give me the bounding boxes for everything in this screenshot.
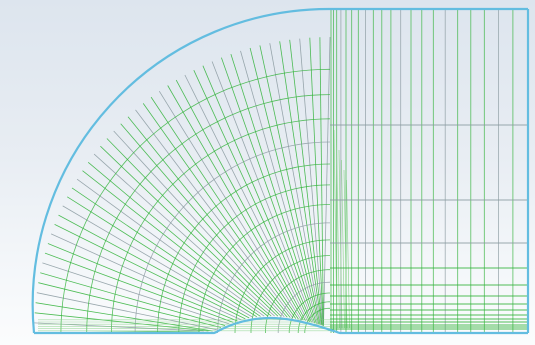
radial-grid-line [158, 90, 302, 320]
radial-grid-line [42, 262, 230, 325]
circumferential-grid-line [217, 222, 330, 334]
radial-grid-line [135, 109, 294, 319]
radial-grid-line [289, 39, 323, 326]
circumferential-grid-line [250, 255, 331, 333]
outer-arc-boundary [31, 7, 331, 334]
circumferential-grid-line [288, 292, 330, 333]
shock-feature-line [341, 159, 345, 329]
circumferential-grid-line [198, 204, 331, 334]
radial-grid-line [269, 43, 322, 326]
radial-grid-line [38, 282, 222, 328]
radial-grid-line [40, 272, 226, 326]
radial-grid-line [120, 123, 288, 318]
radial-grid-line [87, 161, 272, 317]
radial-grid-line [249, 47, 320, 325]
radial-grid-line [193, 70, 311, 322]
radial-grid-line [279, 41, 323, 326]
circumferential-grid-line [297, 301, 330, 333]
circumferential-grid-lines [38, 68, 331, 334]
radial-grid-line [36, 292, 217, 331]
shock-feature-line [336, 139, 340, 329]
circumferential-grid-line [264, 269, 330, 333]
radial-grid-line [100, 145, 279, 317]
radial-grid-line [50, 233, 242, 321]
radial-grid-line [319, 37, 324, 326]
radial-grid-line [113, 130, 285, 318]
circumferential-grid-line [86, 94, 331, 334]
radial-grid-line [150, 96, 299, 320]
radial-grid-line [47, 243, 238, 322]
radial-grid-line [66, 196, 258, 318]
radial-grid-line [44, 252, 234, 323]
circumferential-grid-line [157, 163, 331, 334]
circumferential-grid-line [111, 118, 331, 334]
radial-grid-line [175, 79, 306, 321]
radial-grid-line [76, 178, 265, 317]
radial-grid-line [240, 50, 319, 325]
radial-grid-line [127, 116, 291, 318]
radial-grid-line [184, 74, 309, 322]
radial-grid-lines [33, 36, 331, 334]
downstream-vertical-grid-lines [330, 9, 514, 333]
circumferential-grid-line [60, 68, 331, 334]
shock-feature-line [343, 169, 348, 329]
radial-grid-line [58, 214, 250, 319]
radial-grid-line [309, 37, 324, 326]
bottom-wall-with-bump [34, 316, 528, 335]
radial-grid-line [54, 224, 246, 320]
shock-feature-line [346, 179, 350, 329]
radial-grid-line [142, 103, 297, 319]
radial-grid-line [82, 170, 268, 317]
radial-grid-line [259, 45, 321, 325]
radial-grid-line [221, 57, 316, 324]
circumferential-grid-line [134, 141, 331, 334]
wall-bump-body [34, 316, 528, 335]
radial-grid-line [71, 187, 261, 317]
circumferential-grid-line [178, 184, 331, 334]
radial-grid-line [93, 153, 275, 317]
radial-grid-line [62, 205, 254, 318]
domain-boundary [31, 7, 530, 334]
shock-feature-line [338, 149, 343, 329]
radial-grid-line [230, 53, 317, 324]
radial-grid-line [106, 138, 282, 317]
circumferential-grid-line [234, 239, 331, 334]
downstream-horizontal-grid-lines [330, 124, 528, 330]
radial-grid-line [167, 85, 304, 321]
radial-grid-line [323, 36, 331, 326]
radial-grid-line [299, 38, 324, 326]
shock-feature-line [333, 129, 338, 329]
radial-grid-line [202, 65, 312, 323]
